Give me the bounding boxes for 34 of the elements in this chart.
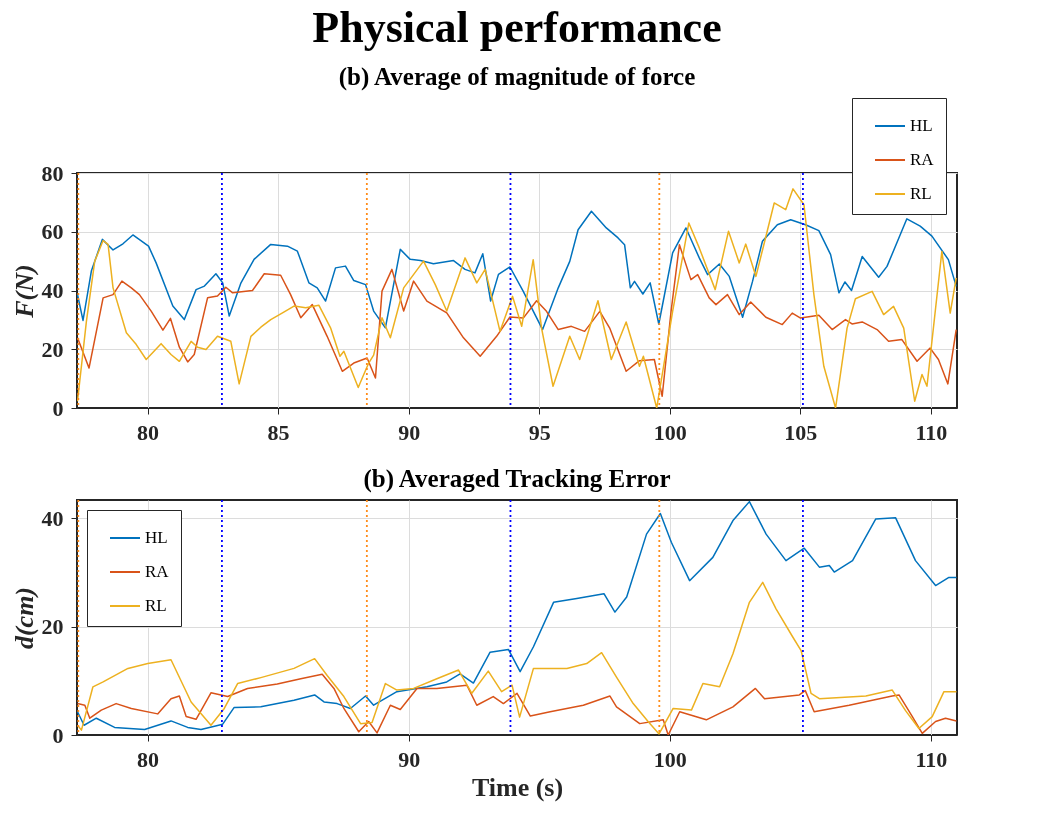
y-tick-label: 20: [41, 614, 64, 640]
legend-label: HL: [910, 116, 933, 135]
legend-label: RL: [910, 184, 932, 203]
y-tick-label: 0: [52, 395, 64, 421]
x-tick-label: 90: [398, 746, 421, 772]
chart-title: (b) Averaged Tracking Error: [363, 465, 671, 493]
legend-label: HL: [145, 528, 168, 547]
legend-label: RL: [145, 596, 167, 615]
chart-subtitle: (b) Average of magnitude of force: [338, 62, 696, 91]
x-tick-label: 95: [528, 419, 551, 445]
x-tick-label: 80: [137, 419, 159, 445]
line-series: [77, 243, 957, 397]
line-series: [77, 210, 957, 331]
chart-title: Physical performance: [312, 2, 722, 52]
x-tick-label: 85: [267, 419, 290, 445]
legend-label: RA: [145, 562, 170, 581]
y-tick-label: 40: [41, 505, 64, 531]
x-tick-label: 110: [915, 419, 948, 445]
y-tick-label: 0: [52, 722, 64, 748]
y-tick-label: 80: [41, 160, 64, 186]
legend-label: RA: [910, 150, 935, 169]
x-tick-label: 90: [398, 419, 421, 445]
y-tick-label: 60: [41, 219, 64, 245]
y-tick-label: 40: [41, 278, 64, 303]
x-tick-label: 80: [137, 746, 159, 772]
x-tick-label: 110: [915, 746, 948, 772]
y-axis-title: d(cm): [9, 586, 39, 650]
x-tick-label: 105: [784, 419, 818, 445]
y-axis-title: F(N): [9, 264, 39, 319]
x-axis-title: Time (s): [471, 772, 564, 802]
x-tick-label: 100: [653, 746, 687, 772]
y-tick-label: 20: [41, 336, 64, 362]
x-tick-label: 100: [653, 419, 687, 445]
line-series: [77, 500, 957, 731]
